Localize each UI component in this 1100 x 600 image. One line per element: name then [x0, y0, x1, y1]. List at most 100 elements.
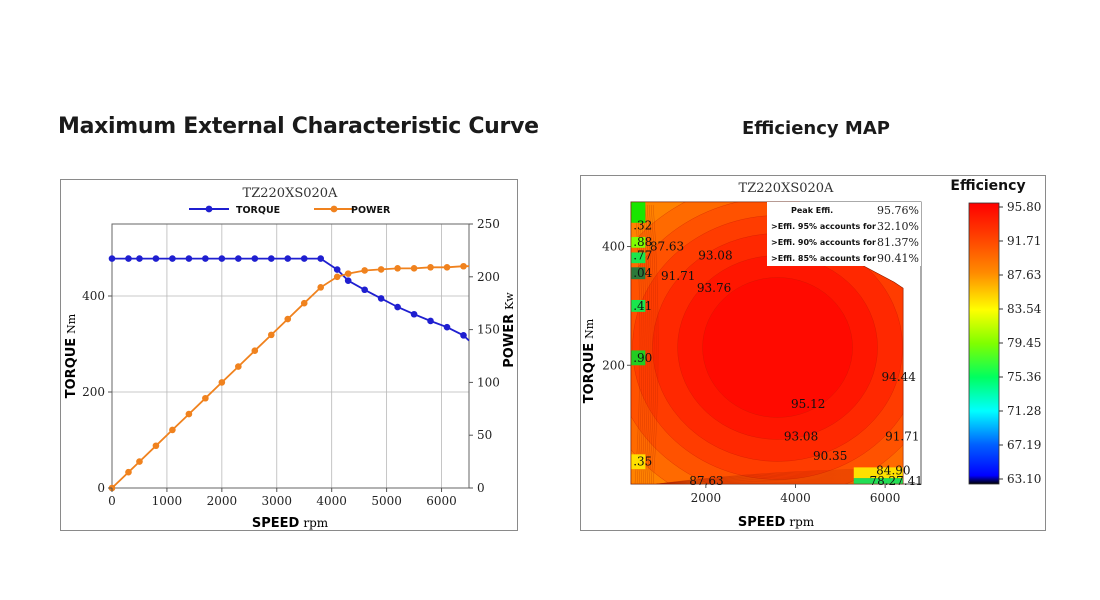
map-y-axis-unit: Nm: [583, 318, 596, 339]
low-efficiency-patch: [631, 202, 646, 223]
map-x-axis-unit: rpm: [789, 515, 814, 529]
contour-label: .77: [633, 248, 652, 262]
y2-axis-title: POWER: [502, 314, 517, 368]
map-x-axis-label: SPEED rpm: [738, 515, 815, 530]
torque-point: [300, 255, 308, 262]
colorbar-tick-label: 83.54: [1007, 302, 1042, 316]
x-tick-label: 6000: [426, 494, 457, 508]
characteristic-curve-chart: 0 1000 2000 3000 4000 5000 6000020040005010015…: [64, 186, 517, 531]
x-tick-label: 4000: [316, 494, 347, 508]
plot-frame: [111, 223, 470, 489]
stat-value: 95.76%: [877, 204, 919, 217]
axes: 0 1000 2000 3000 4000 5000 6000020040005010015…: [82, 217, 500, 508]
svg-text:POWERKw: POWER Kw: [502, 292, 517, 368]
power-point: [251, 347, 259, 355]
map-y-axis-title: TORQUE: [582, 343, 597, 403]
colorbar-tick-label: 79.45: [1007, 336, 1041, 350]
low-efficiency-patch: [631, 454, 646, 470]
colorbar-tick-label: 75.36: [1007, 370, 1041, 384]
torque-point: [317, 255, 325, 262]
contour-label: 94.44: [882, 370, 917, 384]
colorbar-tick-label: 71.28: [1007, 404, 1041, 418]
y2-axis-label: POWER Kw: [502, 292, 517, 368]
power-point: [169, 426, 176, 434]
stat-label: >Effi. 95% accounts for: [771, 222, 876, 231]
legend: TORQUE POWER: [189, 205, 391, 216]
power-point: [235, 363, 242, 370]
torque-point: [344, 277, 352, 284]
power-point: [344, 270, 352, 277]
x-tick-label: 5000: [371, 494, 402, 508]
right-chart-heading: Efficiency MAP: [742, 118, 890, 139]
contour-line: [648, 204, 655, 484]
stat-value: 32.10%: [877, 220, 919, 233]
map-x-tick-label: 4000: [780, 491, 811, 505]
torque-point: [377, 295, 385, 302]
legend-torque-marker: [205, 205, 213, 213]
x-axis-title: SPEED: [252, 516, 300, 531]
power-point: [136, 458, 143, 465]
contour-label: 93.76: [697, 281, 731, 295]
map-title: TZ220XS020A: [739, 181, 834, 196]
low-efficiency-patch: [631, 252, 646, 264]
power-point: [443, 263, 451, 271]
x-tick-label: 2000: [207, 494, 238, 508]
contour-label: .32: [633, 219, 652, 233]
grid: [111, 224, 469, 489]
low-efficiency-patch: [631, 267, 646, 280]
map-x-tick-label: 2000: [691, 491, 722, 505]
power-point: [300, 299, 308, 307]
colorbar: [968, 202, 1000, 485]
torque-point: [427, 317, 434, 325]
contour-label: 91.71: [661, 269, 695, 283]
power-point: [394, 265, 401, 272]
stats-background: [767, 202, 921, 266]
stat-value: 90.41%: [877, 252, 919, 265]
contour-label: .88: [633, 235, 652, 249]
map-x-axis-title: SPEED: [738, 515, 786, 530]
power-point: [317, 284, 325, 291]
contour-label: 87.63: [689, 474, 723, 488]
left-chart-heading: Maximum External Characteristic Curve: [58, 114, 539, 139]
chart-title: TZ220XS020A: [243, 186, 338, 201]
contour-ring: [702, 277, 853, 418]
colorbar-tick-label: 67.19: [1007, 438, 1041, 452]
y2-tick-label: 150: [477, 323, 500, 337]
y2-tick-label: 100: [477, 375, 500, 389]
legend-power-label: POWER: [351, 205, 391, 216]
power-point: [218, 379, 226, 386]
efficiency-field: [631, 202, 904, 484]
torque-point: [443, 323, 451, 331]
colorbar-tick-label: 63.10: [1007, 472, 1041, 486]
torque-point: [284, 255, 292, 262]
x-axis-label: SPEED rpm: [252, 516, 329, 531]
stat-label: Peak Effi.: [791, 206, 833, 215]
power-point: [202, 394, 209, 402]
low-efficiency-patch: [853, 467, 904, 479]
power-point: [185, 410, 193, 418]
power-point: [152, 442, 160, 450]
map-y-tick-label: 400: [602, 240, 625, 254]
svg-text:TORQUENm: TORQUE Nm: [64, 313, 79, 398]
torque-point: [460, 332, 467, 339]
contour-label: .90: [633, 351, 652, 365]
contour-label: .04: [633, 266, 652, 280]
y2-axis-unit: Kw: [503, 292, 516, 310]
contour-line: [652, 204, 659, 484]
power-point: [267, 331, 275, 339]
contour-label: .35: [633, 454, 652, 468]
stat-value: 81.37%: [877, 236, 919, 249]
power-point: [427, 263, 434, 271]
y-tick-label: 200: [82, 385, 105, 399]
power-point: [361, 267, 368, 274]
low-efficiency-patch: [631, 299, 646, 312]
colorbar-ticks: 95.80 91.71 87.63 83.54 79.45 75.36 71.28 67.19…: [999, 200, 1042, 486]
torque-point: [185, 255, 193, 262]
torque-point: [152, 255, 160, 262]
low-efficiency-patch: [631, 350, 646, 366]
power-line: [111, 265, 469, 489]
torque-point: [218, 255, 226, 262]
colorbar-tick-label: 95.80: [1007, 200, 1041, 214]
power-point: [284, 315, 292, 323]
